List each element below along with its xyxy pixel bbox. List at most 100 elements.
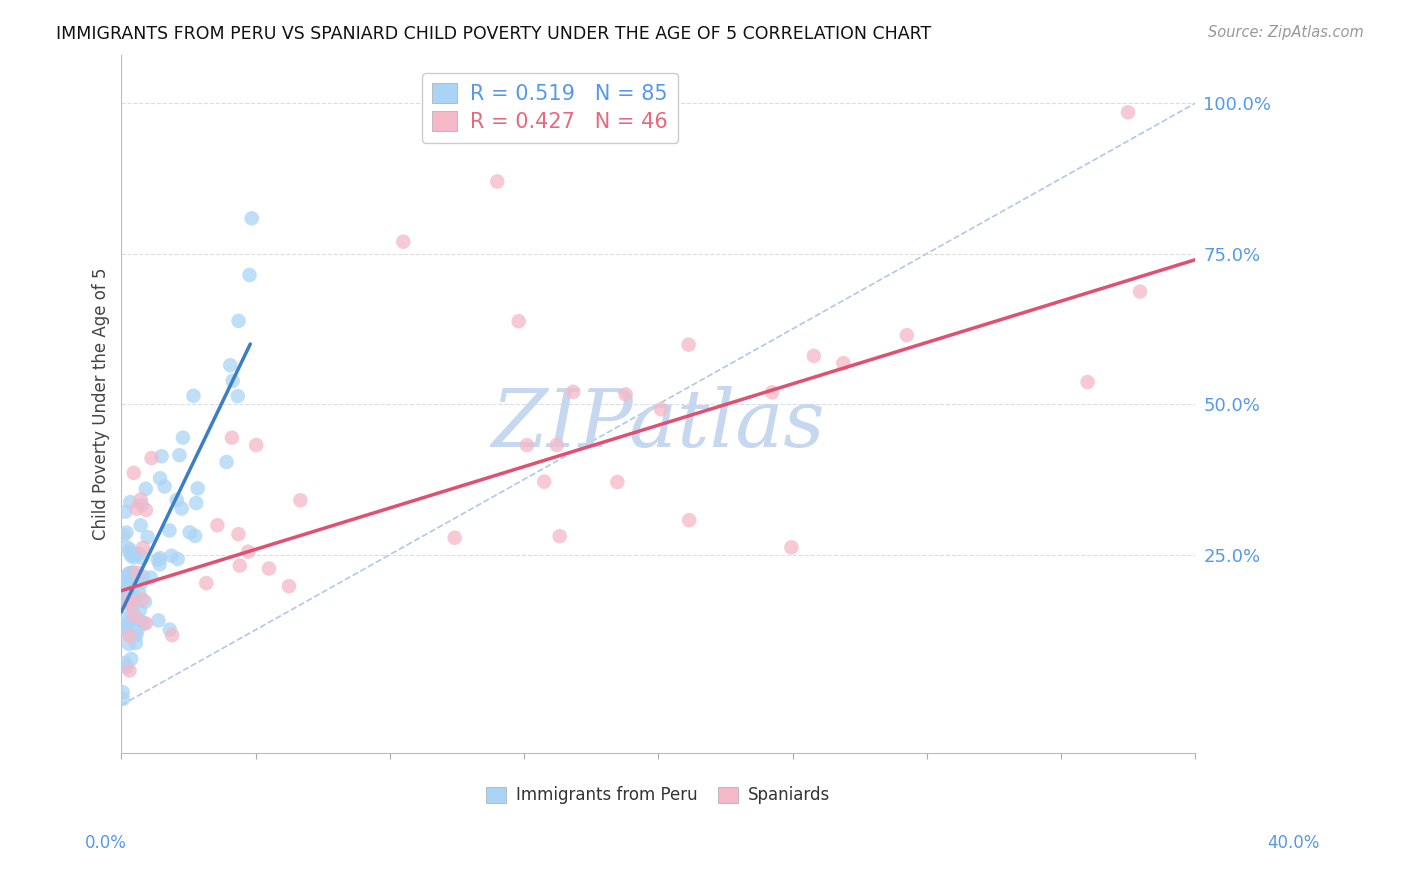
Point — [118, 598, 141, 612]
Point — [135, 482, 157, 496]
Point — [118, 664, 141, 678]
Point — [131, 498, 153, 512]
Point — [118, 588, 141, 602]
Point — [112, 582, 135, 596]
Point — [125, 501, 148, 516]
Point — [166, 552, 188, 566]
Point — [240, 211, 263, 226]
Point — [118, 546, 141, 560]
Point — [229, 558, 252, 573]
Point — [118, 615, 141, 630]
Point — [111, 572, 134, 586]
Point — [614, 387, 637, 401]
Point — [122, 566, 145, 581]
Y-axis label: Child Poverty Under the Age of 5: Child Poverty Under the Age of 5 — [93, 268, 110, 541]
Point — [135, 503, 157, 517]
Point — [169, 448, 191, 462]
Point — [278, 579, 301, 593]
Point — [115, 660, 138, 674]
Point — [118, 592, 141, 607]
Point — [117, 622, 139, 636]
Point — [118, 629, 141, 643]
Point — [111, 528, 134, 542]
Text: Source: ZipAtlas.com: Source: ZipAtlas.com — [1208, 25, 1364, 40]
Point — [238, 544, 260, 558]
Point — [114, 593, 136, 607]
Point — [562, 384, 585, 399]
Point — [184, 529, 207, 543]
Point — [546, 438, 568, 452]
Point — [111, 612, 134, 626]
Point — [183, 389, 205, 403]
Point — [221, 431, 243, 445]
Point — [111, 692, 134, 706]
Point — [803, 349, 825, 363]
Point — [131, 592, 153, 607]
Point — [226, 389, 249, 403]
Point — [132, 541, 155, 555]
Point — [780, 541, 803, 555]
Point — [132, 616, 155, 631]
Point — [131, 575, 153, 590]
Text: IMMIGRANTS FROM PERU VS SPANIARD CHILD POVERTY UNDER THE AGE OF 5 CORRELATION CH: IMMIGRANTS FROM PERU VS SPANIARD CHILD P… — [56, 25, 932, 43]
Point — [136, 530, 159, 544]
Point — [1129, 285, 1152, 299]
Point — [124, 609, 146, 624]
Point — [257, 561, 280, 575]
Point — [678, 513, 700, 527]
Point — [215, 455, 238, 469]
Point — [114, 656, 136, 670]
Point — [149, 558, 172, 572]
Point — [290, 493, 312, 508]
Point — [128, 585, 150, 599]
Point — [146, 552, 169, 566]
Point — [118, 637, 141, 651]
Point — [186, 496, 208, 510]
Point — [120, 495, 142, 509]
Point — [117, 618, 139, 632]
Point — [128, 603, 150, 617]
Point — [166, 492, 188, 507]
Point — [170, 501, 193, 516]
Point — [117, 567, 139, 582]
Point — [120, 574, 142, 589]
Point — [443, 531, 465, 545]
Point — [131, 550, 153, 565]
Point — [114, 625, 136, 640]
Point — [1116, 105, 1139, 120]
Point — [111, 574, 134, 589]
Point — [228, 527, 250, 541]
Point — [121, 566, 143, 580]
Point — [207, 518, 229, 533]
Point — [120, 549, 142, 563]
Point — [896, 328, 918, 343]
Point — [222, 374, 245, 388]
Point — [548, 529, 571, 543]
Point — [160, 628, 183, 642]
Point — [121, 600, 143, 615]
Point — [159, 623, 181, 637]
Point — [516, 438, 538, 452]
Point — [141, 451, 163, 466]
Point — [761, 385, 783, 400]
Point — [121, 607, 143, 621]
Point — [114, 505, 136, 519]
Point — [127, 624, 149, 638]
Point — [650, 402, 672, 417]
Point — [128, 547, 150, 561]
Point — [129, 614, 152, 628]
Point — [132, 569, 155, 583]
Point — [150, 450, 173, 464]
Point — [122, 591, 145, 605]
Point — [148, 614, 170, 628]
Point — [508, 314, 530, 328]
Point — [219, 359, 242, 373]
Point — [111, 685, 134, 699]
Point — [120, 542, 142, 557]
Point — [160, 549, 183, 563]
Point — [149, 471, 172, 485]
Point — [129, 518, 152, 533]
Point — [122, 466, 145, 480]
Point — [129, 492, 152, 507]
Point — [120, 569, 142, 583]
